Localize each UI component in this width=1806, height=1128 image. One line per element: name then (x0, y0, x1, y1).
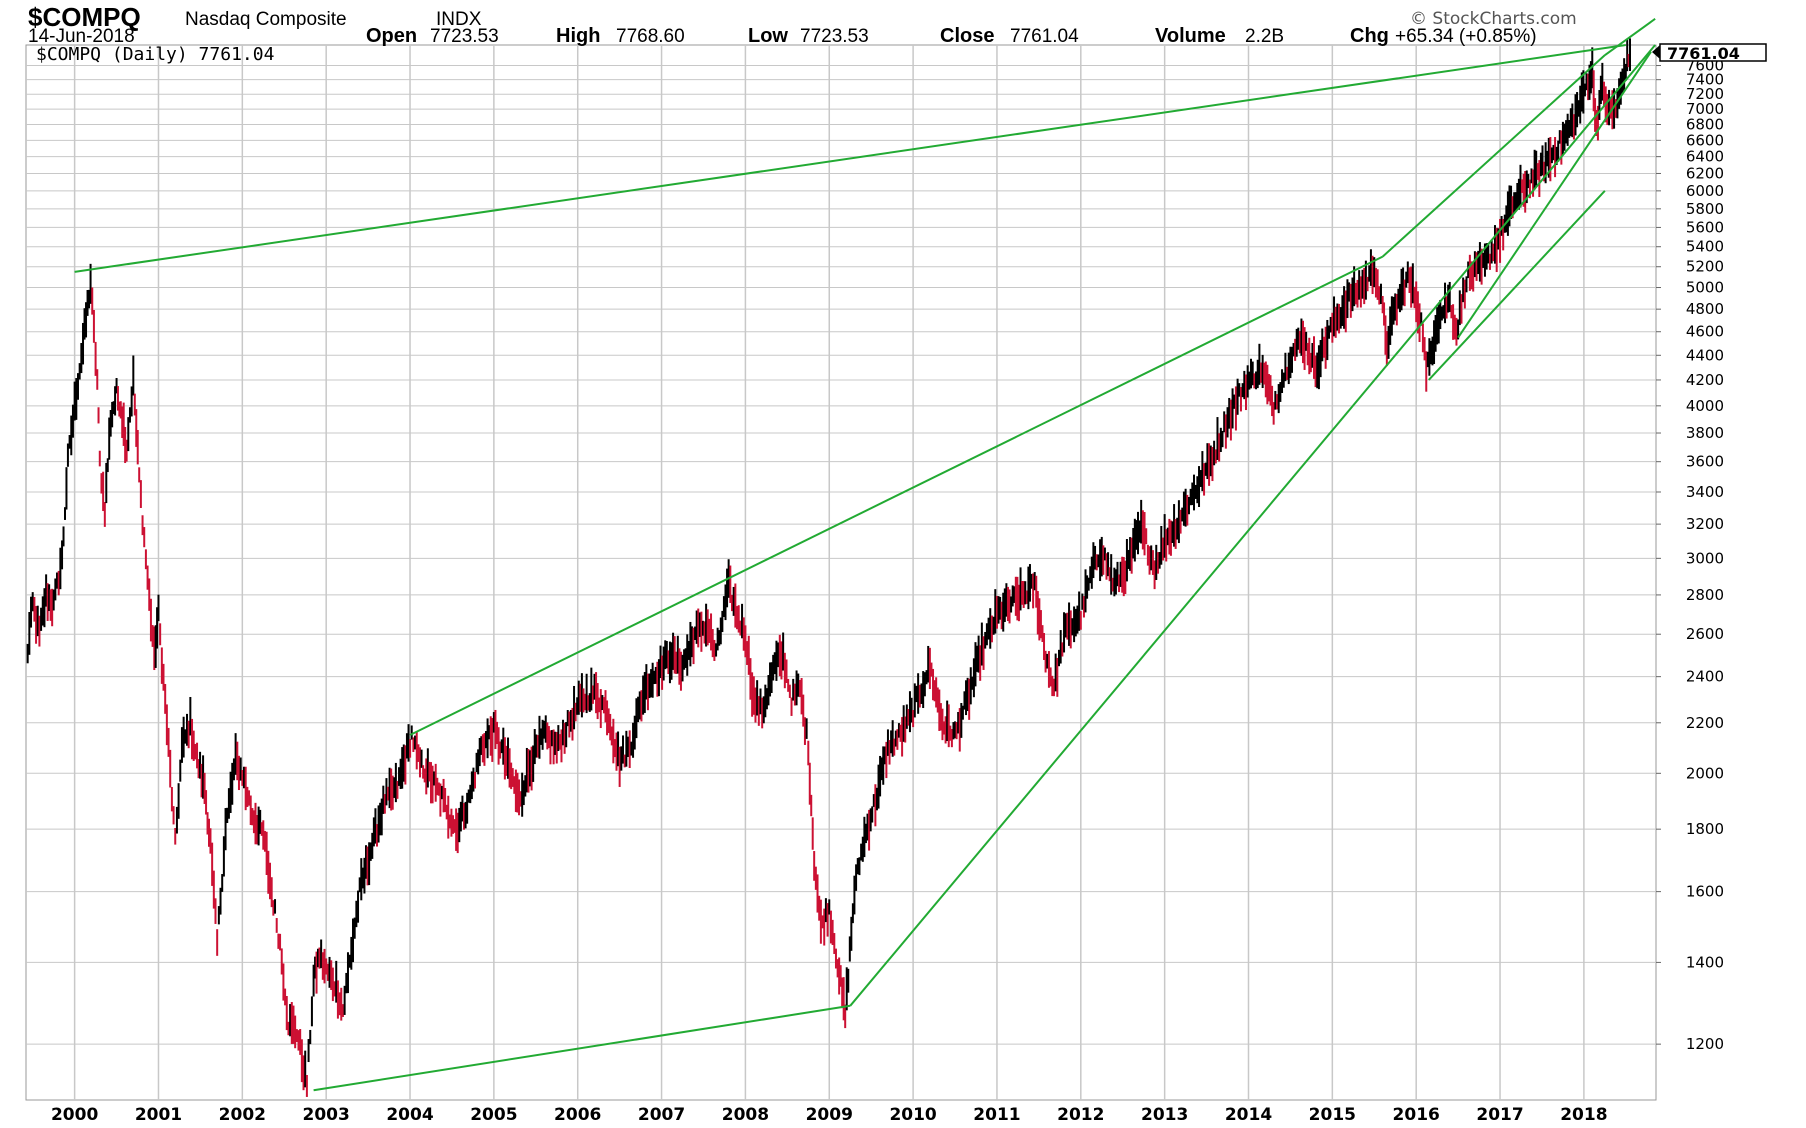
y-tick-label: 1600 (1686, 883, 1724, 901)
trendline (1604, 18, 1656, 56)
symbol-title: $COMPQ (28, 2, 141, 32)
x-tick-label: 2016 (1393, 1105, 1440, 1125)
y-tick-label: 7000 (1686, 100, 1724, 118)
volume-value: 2.2B (1245, 26, 1284, 47)
watermark: © StockCharts.com (1410, 9, 1577, 29)
y-tick-label: 2200 (1686, 714, 1724, 732)
plot-area (25, 44, 1657, 1101)
x-tick-label: 2007 (638, 1105, 685, 1125)
low-value: 7723.53 (800, 26, 869, 47)
y-tick-label: 5000 (1686, 279, 1724, 297)
y-tick-label: 5600 (1686, 218, 1724, 236)
x-tick-label: 2004 (386, 1105, 433, 1125)
y-tick-label: 5200 (1686, 258, 1724, 276)
y-tick-label: 5400 (1686, 238, 1724, 256)
close-value: 7761.04 (1010, 26, 1079, 47)
x-tick-label: 2013 (1141, 1105, 1188, 1125)
y-tick-label: 3200 (1686, 515, 1724, 533)
trendline (409, 255, 1384, 736)
x-tick-label: 2005 (470, 1105, 517, 1125)
last-price-label: 7761.04 (1667, 44, 1740, 63)
x-tick-label: 2018 (1560, 1105, 1607, 1125)
x-tick-label: 2017 (1476, 1105, 1523, 1125)
y-tick-label: 3400 (1686, 483, 1724, 501)
x-tick-label: 2012 (1057, 1105, 1104, 1125)
y-tick-label: 1200 (1686, 1035, 1724, 1053)
y-tick-label: 2000 (1686, 764, 1724, 782)
x-tick-label: 2003 (303, 1105, 350, 1125)
x-tick-label: 2002 (219, 1105, 266, 1125)
chart-legend: $COMPQ (Daily) 7761.04 (36, 44, 274, 65)
open-value: 7723.53 (430, 26, 499, 47)
high-value: 7768.60 (616, 26, 685, 47)
last-price-marker: 7761.04 (1652, 43, 1767, 63)
close-label: Close (940, 25, 994, 47)
open-label: Open (366, 25, 417, 47)
x-tick-label: 2015 (1309, 1105, 1356, 1125)
y-tick-label: 7400 (1686, 71, 1724, 89)
y-tick-label: 4600 (1686, 323, 1724, 341)
y-tick-label: 3800 (1686, 424, 1724, 442)
x-tick-label: 2010 (889, 1105, 936, 1125)
low-label: Low (748, 25, 788, 47)
high-label: High (556, 25, 600, 47)
x-tick-label: 2006 (554, 1105, 601, 1125)
chg-value: +65.34 (+0.85%) (1395, 26, 1537, 47)
y-tick-label: 6600 (1686, 131, 1724, 149)
y-tick-label: 1800 (1686, 820, 1724, 838)
price-series (26, 38, 1632, 1097)
trendline (849, 44, 1656, 1007)
x-tick-label: 2014 (1225, 1105, 1272, 1125)
x-axis: 2000 2001 2002 2003 2004 2005 2006 2007 2008 2009… (51, 1105, 1608, 1125)
y-tick-label: 6000 (1686, 182, 1724, 200)
x-tick-label: 2009 (806, 1105, 853, 1125)
y-tick-label: 2800 (1686, 586, 1724, 604)
y-tick-label: 3600 (1686, 453, 1724, 471)
y-tick-label: 6200 (1686, 164, 1724, 182)
y-tick-label: 5800 (1686, 200, 1724, 218)
x-tick-label: 2011 (973, 1105, 1020, 1125)
trendline (313, 1004, 851, 1092)
quote-date: 14-Jun-2018 (28, 26, 135, 47)
volume-label: Volume (1155, 25, 1226, 47)
trendlines (74, 18, 1656, 1092)
y-tick-label: 7200 (1686, 85, 1724, 103)
index-name: Nasdaq Composite (185, 9, 347, 30)
y-tick-label: 4000 (1686, 397, 1724, 415)
x-tick-label: 2008 (722, 1105, 769, 1125)
chg-label: Chg (1350, 25, 1389, 47)
y-tick-label: 6400 (1686, 148, 1724, 166)
x-tick-label: 2000 (51, 1105, 98, 1125)
y-tick-label: 2600 (1686, 625, 1724, 643)
y-tick-label: 4200 (1686, 371, 1724, 389)
y-tick-label: 4800 (1686, 300, 1724, 318)
y-tick-label: 1400 (1686, 953, 1724, 971)
y-tick-label: 6800 (1686, 115, 1724, 133)
y-axis: 1200 1400 1600 1800 2000 2200 2400 2600 2800 3000… (1656, 57, 1724, 1053)
y-tick-label: 3000 (1686, 549, 1724, 567)
grid (26, 45, 1656, 1100)
trendline (1428, 190, 1606, 381)
exchange-label: INDX (436, 9, 482, 30)
trendline (74, 44, 1626, 273)
trendline (1457, 51, 1652, 339)
y-tick-label: 2400 (1686, 668, 1724, 686)
x-tick-label: 2001 (135, 1105, 182, 1125)
y-tick-label: 4400 (1686, 346, 1724, 364)
trendline (1381, 54, 1606, 258)
